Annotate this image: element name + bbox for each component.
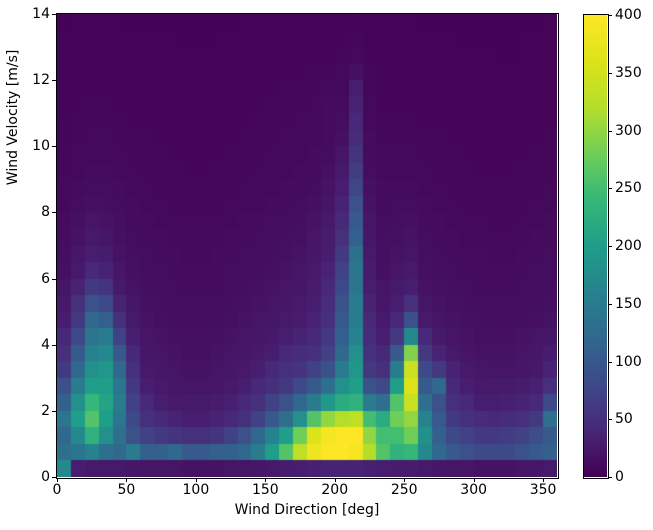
colorbar-tick-mark	[608, 72, 612, 74]
x-tick-label: 200	[321, 482, 349, 498]
y-tick-mark	[52, 80, 56, 82]
colorbar-tick-mark	[608, 303, 612, 305]
x-tick-label: 350	[529, 482, 557, 498]
colorbar-tick-label: 250	[615, 180, 642, 197]
colorbar-canvas	[584, 15, 607, 477]
y-tick-mark	[52, 477, 56, 478]
y-axis-label: Wind Velocity [m/s]	[5, 49, 21, 186]
y-tick-label: 10	[32, 138, 50, 155]
x-tick-mark	[473, 478, 475, 482]
x-tick-label: 0	[52, 482, 62, 498]
y-tick-label: 14	[32, 6, 50, 22]
colorbar	[584, 15, 607, 477]
x-tick-mark	[57, 478, 58, 482]
y-tick-mark	[52, 146, 56, 148]
x-axis-label: Wind Direction [deg]	[234, 502, 380, 518]
y-tick-label: 0	[41, 469, 50, 485]
colorbar-tick-label: 100	[615, 353, 642, 370]
plot-area	[57, 14, 557, 477]
x-tick-mark	[126, 478, 128, 482]
y-tick-mark	[52, 410, 56, 412]
colorbar-tick-label: 200	[615, 238, 642, 254]
colorbar-tick-label: 50	[615, 411, 633, 428]
y-tick-label: 4	[41, 336, 50, 353]
y-tick-mark	[52, 344, 56, 346]
y-tick-label: 6	[41, 270, 50, 287]
colorbar-tick-mark	[608, 188, 612, 190]
colorbar-tick-label: 150	[615, 295, 642, 312]
x-tick-label: 150	[251, 482, 279, 498]
heatmap-canvas	[57, 14, 557, 477]
colorbar-tick-mark	[608, 15, 612, 16]
y-tick-mark	[52, 212, 56, 214]
colorbar-tick-label: 300	[615, 122, 642, 139]
colorbar-tick-mark	[608, 419, 612, 421]
y-tick-label: 12	[32, 72, 50, 89]
y-tick-label: 8	[41, 204, 50, 221]
y-tick-mark	[52, 14, 56, 15]
x-tick-label: 300	[460, 482, 488, 498]
x-tick-mark	[195, 478, 197, 482]
y-tick-mark	[52, 278, 56, 280]
x-tick-mark	[404, 478, 406, 482]
colorbar-tick-mark	[608, 477, 612, 478]
colorbar-tick-mark	[608, 361, 612, 363]
colorbar-tick-label: 400	[615, 7, 642, 23]
x-tick-label: 100	[182, 482, 210, 498]
x-tick-label: 250	[390, 482, 418, 498]
y-tick-label: 2	[41, 402, 50, 419]
colorbar-tick-mark	[608, 246, 612, 247]
colorbar-tick-label: 0	[615, 469, 624, 485]
colorbar-tick-mark	[608, 130, 612, 132]
x-tick-mark	[334, 478, 336, 482]
x-tick-label: 50	[117, 482, 136, 498]
x-tick-mark	[543, 478, 545, 482]
x-tick-mark	[265, 478, 267, 482]
colorbar-tick-label: 350	[615, 64, 642, 81]
